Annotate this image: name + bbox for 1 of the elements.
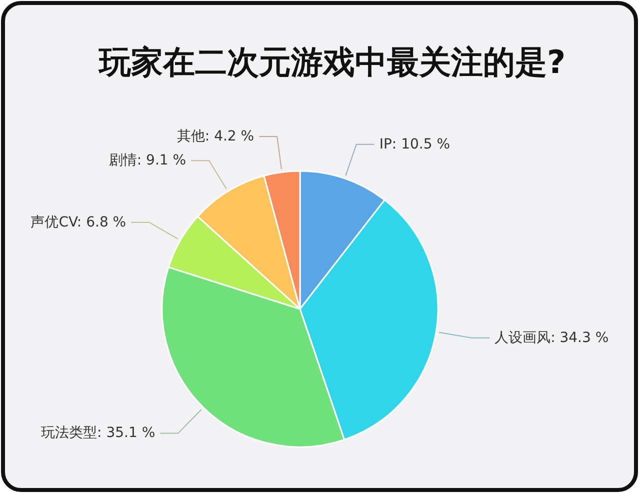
title: 玩家在二次元游戏中最关注的是? (99, 43, 566, 81)
